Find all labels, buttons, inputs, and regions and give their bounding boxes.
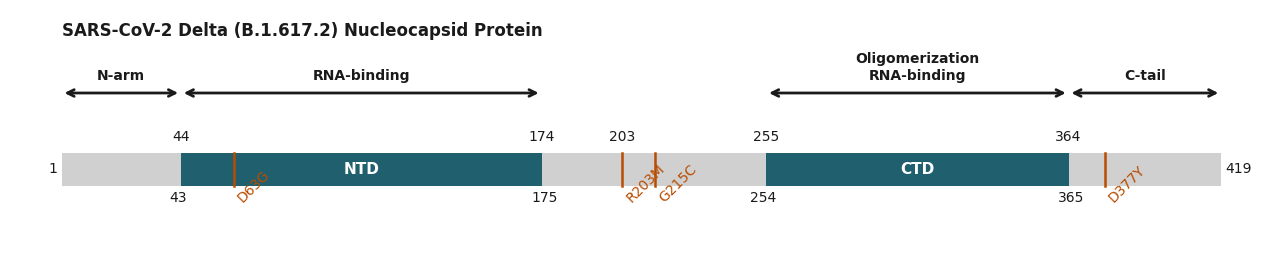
- Text: RNA-binding: RNA-binding: [312, 69, 410, 83]
- Bar: [767, 153, 1069, 186]
- Bar: [180, 153, 541, 186]
- Text: 44: 44: [173, 130, 189, 144]
- Text: C-tail: C-tail: [1124, 69, 1166, 83]
- Text: D377Y: D377Y: [1106, 163, 1148, 205]
- Text: 203: 203: [609, 130, 635, 144]
- Text: Oligomerization
RNA-binding: Oligomerization RNA-binding: [855, 52, 979, 83]
- Text: 365: 365: [1059, 191, 1084, 205]
- Text: 255: 255: [753, 130, 780, 144]
- Text: CTD: CTD: [900, 162, 934, 177]
- Text: G215C: G215C: [657, 162, 700, 205]
- Text: D63G: D63G: [236, 168, 273, 205]
- Text: 174: 174: [529, 130, 554, 144]
- Text: 254: 254: [750, 191, 777, 205]
- Text: 419: 419: [1225, 162, 1252, 176]
- Text: N-arm: N-arm: [97, 69, 146, 83]
- Text: 43: 43: [169, 191, 187, 205]
- Bar: [61, 153, 1221, 186]
- Text: SARS-CoV-2 Delta (B.1.617.2) Nucleocapsid Protein: SARS-CoV-2 Delta (B.1.617.2) Nucleocapsi…: [61, 22, 543, 40]
- Text: R203M: R203M: [623, 162, 667, 205]
- Text: 1: 1: [49, 162, 58, 176]
- Text: 364: 364: [1056, 130, 1082, 144]
- Text: NTD: NTD: [343, 162, 379, 177]
- Text: 175: 175: [531, 191, 558, 205]
